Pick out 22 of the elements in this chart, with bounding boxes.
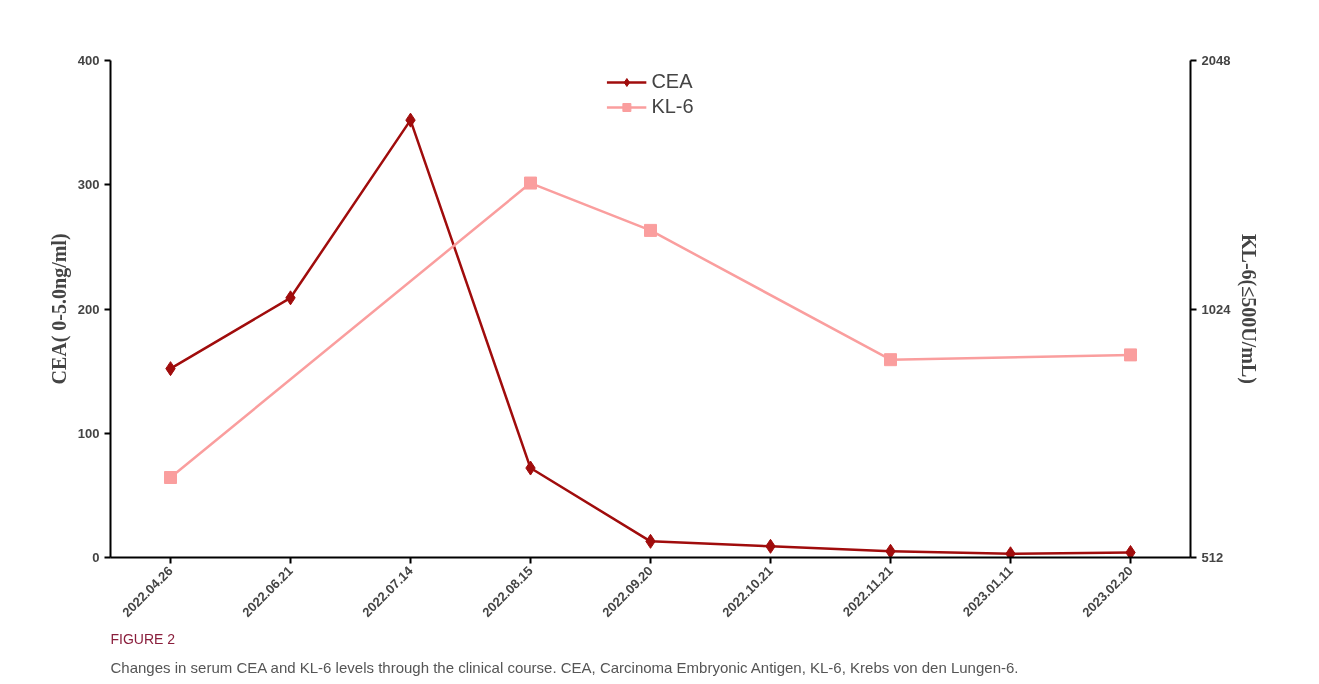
point <box>1125 545 1136 558</box>
y2-axis-title: KL-6(≤500U/mL) <box>1237 234 1261 384</box>
y-tick-label: 200 <box>77 301 100 317</box>
point <box>1005 546 1016 558</box>
text: Changes in serum CEA and KL-6 levels through the clinical course. CEA, Carcinoma Embryonic Antigen, KL-6, Krebs von den Lungen-6. <box>110 658 1019 676</box>
point <box>1124 348 1137 362</box>
point <box>884 353 897 367</box>
y-tick-label: 0 <box>92 550 100 565</box>
point <box>524 176 537 190</box>
y2-tick-label: 512 <box>1201 550 1224 565</box>
legend-label: CEA <box>651 70 693 93</box>
y-tick-label: 400 <box>77 53 100 68</box>
y-axis-title: CEA( 0-5.0ng/ml) <box>47 233 71 385</box>
y2-tick-label: 2048 <box>1201 53 1231 68</box>
point <box>885 543 896 558</box>
y2-tick-label: 1024 <box>1201 301 1232 317</box>
point <box>644 223 657 237</box>
y-tick-label: 300 <box>77 177 100 193</box>
y-tick-label: 100 <box>77 425 100 441</box>
legend-label: KL-6 <box>651 95 694 118</box>
point <box>164 471 177 484</box>
caption: FIGURE 2 <box>110 630 176 647</box>
